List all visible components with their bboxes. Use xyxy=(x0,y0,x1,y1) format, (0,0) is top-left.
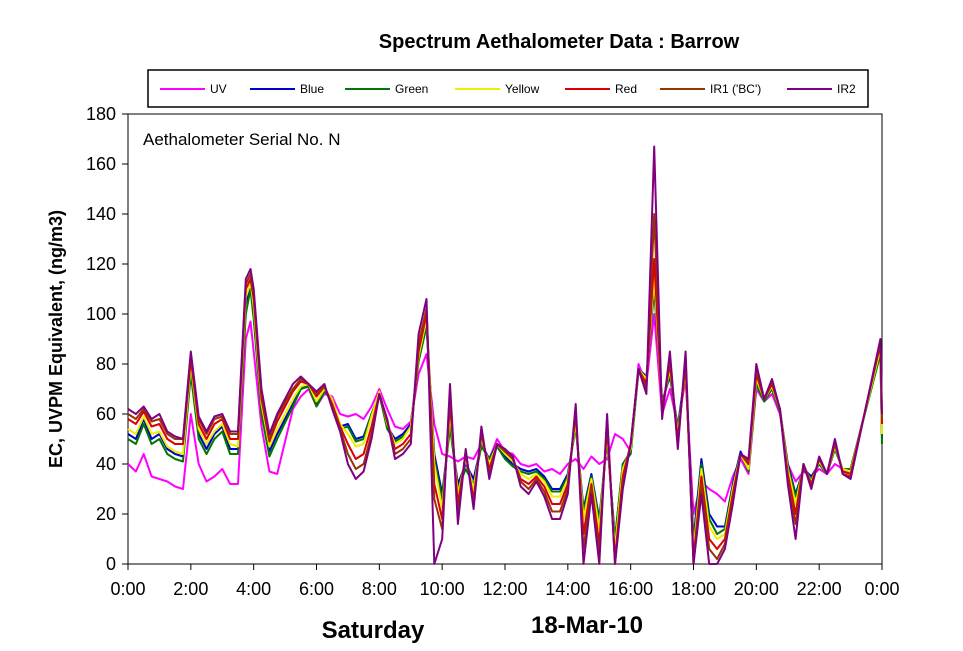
legend-label-ir1-bc: IR1 ('BC') xyxy=(710,82,761,96)
y-tick-label: 100 xyxy=(86,304,116,324)
series-line-ir2 xyxy=(127,145,883,565)
y-tick-label: 80 xyxy=(96,354,116,374)
plot-area xyxy=(127,113,883,565)
x-tick-label: 0:00 xyxy=(864,579,899,599)
axes: 0 20 40 60 80 100 120 140 160 180 0:00 2:00 4:00 6:00… xyxy=(86,104,900,599)
y-tick-label: 40 xyxy=(96,454,116,474)
x-tick-label: 22:00 xyxy=(797,579,842,599)
legend-label-blue: Blue xyxy=(300,82,324,96)
y-axis-label: EC, UVPM Equivalent, (ng/m3) xyxy=(46,210,66,468)
legend-label-ir2: IR2 xyxy=(837,82,856,96)
x-tick-label: 16:00 xyxy=(608,579,653,599)
x-tick-label: 0:00 xyxy=(110,579,145,599)
y-tick-label: 0 xyxy=(106,554,116,574)
date-label: 18-Mar-10 xyxy=(531,612,643,639)
series-lines xyxy=(127,145,883,565)
x-tick-label: 18:00 xyxy=(671,579,716,599)
x-tick-label: 4:00 xyxy=(236,579,271,599)
legend-label-red: Red xyxy=(615,82,637,96)
y-tick-label: 180 xyxy=(86,104,116,124)
x-tick-label: 2:00 xyxy=(173,579,208,599)
legend-label-uv: UV xyxy=(210,82,227,96)
legend-label-yellow: Yellow xyxy=(505,82,540,96)
y-tick-label: 20 xyxy=(96,504,116,524)
x-tick-label: 14:00 xyxy=(545,579,590,599)
y-tick-label: 160 xyxy=(86,154,116,174)
day-label: Saturday xyxy=(322,617,425,644)
y-tick-label: 140 xyxy=(86,204,116,224)
x-tick-label: 6:00 xyxy=(299,579,334,599)
serial-annotation: Aethalometer Serial No. N xyxy=(143,130,340,149)
legend-label-green: Green xyxy=(395,82,428,96)
x-tick-label: 20:00 xyxy=(734,579,779,599)
x-tick-label: 12:00 xyxy=(482,579,527,599)
y-tick-label: 120 xyxy=(86,254,116,274)
legend: UV Blue Green Yellow Red IR1 ('BC') IR2 xyxy=(147,69,869,108)
x-tick-label: 8:00 xyxy=(362,579,397,599)
chart-title: Spectrum Aethalometer Data : Barrow xyxy=(379,31,740,53)
x-tick-label: 10:00 xyxy=(420,579,465,599)
y-tick-label: 60 xyxy=(96,404,116,424)
